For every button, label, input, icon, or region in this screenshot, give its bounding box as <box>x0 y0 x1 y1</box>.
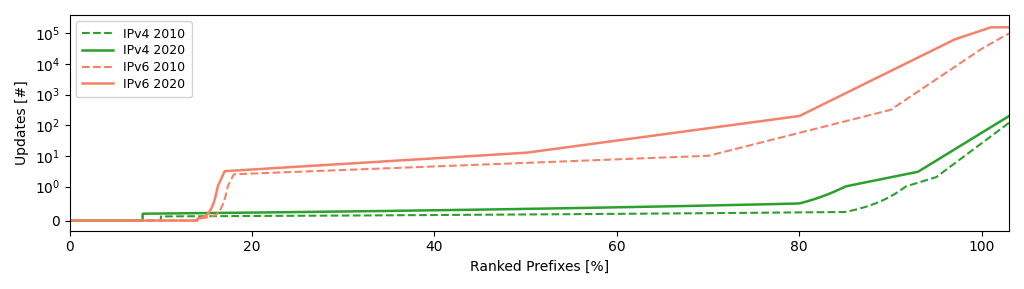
IPv4 2010 <box>764 211 776 214</box>
IPv6 2010 <box>627 157 639 160</box>
IPv6 2010 <box>836 121 848 124</box>
IPv6 2020 <box>234 168 247 172</box>
IPv4 2010 <box>836 210 848 214</box>
IPv6 2020 <box>836 93 848 97</box>
IPv6 2010 <box>764 138 776 142</box>
IPv6 2020 <box>423 157 435 160</box>
Legend: IPv4 2010, IPv4 2020, IPv6 2010, IPv6 2020: IPv4 2010, IPv4 2020, IPv6 2010, IPv6 20… <box>76 21 191 97</box>
X-axis label: Ranked Prefixes [%]: Ranked Prefixes [%] <box>470 260 609 274</box>
IPv4 2010 <box>675 212 687 215</box>
IPv4 2020 <box>234 211 247 214</box>
IPv4 2020 <box>764 202 776 206</box>
Line: IPv4 2020: IPv4 2020 <box>70 116 1009 221</box>
IPv6 2020 <box>627 137 639 140</box>
IPv4 2010 <box>423 213 435 217</box>
Line: IPv6 2010: IPv6 2010 <box>70 34 1009 221</box>
Y-axis label: Updates [#]: Updates [#] <box>15 80 29 165</box>
Line: IPv4 2010: IPv4 2010 <box>70 123 1009 221</box>
IPv4 2010 <box>1002 121 1015 125</box>
IPv6 2020 <box>63 219 76 222</box>
IPv4 2020 <box>675 204 687 208</box>
IPv4 2010 <box>627 212 639 216</box>
IPv6 2010 <box>423 165 435 168</box>
IPv6 2010 <box>63 219 76 222</box>
IPv4 2010 <box>63 219 76 222</box>
IPv4 2020 <box>423 209 435 212</box>
IPv6 2020 <box>1002 25 1015 29</box>
IPv4 2020 <box>627 205 639 209</box>
IPv6 2010 <box>234 172 247 176</box>
IPv6 2010 <box>1002 32 1015 35</box>
IPv4 2020 <box>836 186 848 190</box>
IPv6 2020 <box>985 25 997 29</box>
IPv4 2020 <box>1002 114 1015 118</box>
IPv6 2020 <box>764 118 776 122</box>
IPv6 2010 <box>675 155 687 159</box>
IPv6 2020 <box>675 130 687 134</box>
Line: IPv6 2020: IPv6 2020 <box>70 27 1009 221</box>
IPv4 2020 <box>63 219 76 222</box>
IPv4 2010 <box>234 214 247 218</box>
